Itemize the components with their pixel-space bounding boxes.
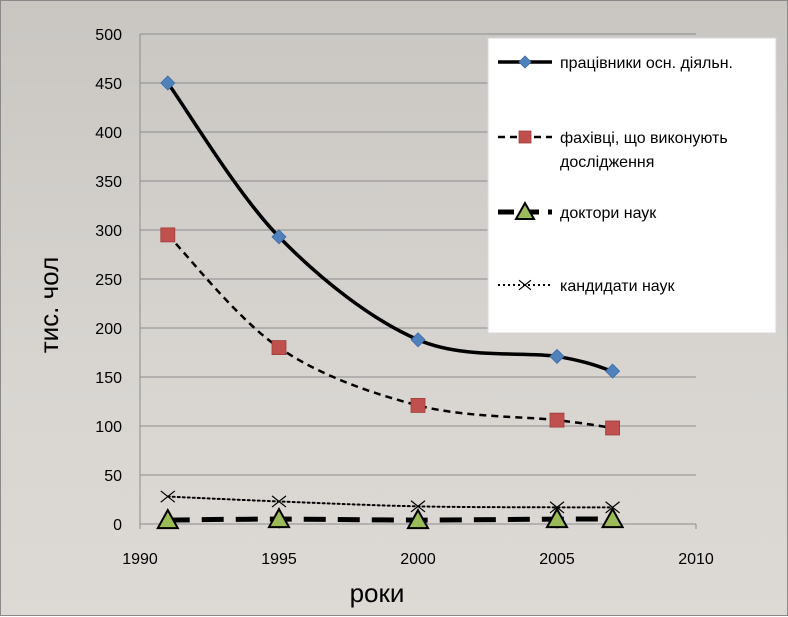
data-point-0-3 bbox=[549, 348, 565, 364]
data-point-1-2 bbox=[410, 398, 426, 413]
data-point-3-2 bbox=[410, 500, 426, 513]
x-tick-label-4: 2010 bbox=[678, 551, 714, 568]
x-tick-label-1: 1995 bbox=[261, 551, 297, 568]
data-point-0-0 bbox=[160, 75, 176, 91]
x-tick-label-0: 1990 bbox=[122, 551, 158, 568]
data-point-2-2 bbox=[406, 508, 430, 530]
series-line-3 bbox=[166, 495, 614, 509]
y-tick-label-7: 350 bbox=[95, 174, 122, 191]
y-tick-label-1: 50 bbox=[104, 468, 122, 485]
y-tick-label-4: 200 bbox=[95, 321, 122, 338]
data-point-0-2 bbox=[410, 332, 426, 348]
x-axis-title: роки bbox=[350, 578, 405, 608]
data-point-3-0 bbox=[160, 490, 176, 503]
data-point-1-4 bbox=[605, 420, 620, 436]
legend-label-1: фахівці, що виконують дослідження bbox=[560, 130, 728, 171]
data-point-0-4 bbox=[605, 363, 621, 379]
legend-marker-0 bbox=[518, 55, 532, 69]
y-tick-label-2: 100 bbox=[95, 419, 122, 436]
y-tick-label-8: 400 bbox=[95, 125, 122, 142]
series-line-2 bbox=[167, 516, 613, 523]
data-point-3-1 bbox=[271, 495, 287, 508]
legend-marker-3 bbox=[518, 279, 532, 291]
data-point-1-3 bbox=[549, 412, 565, 428]
series-group bbox=[156, 75, 625, 530]
data-point-2-4 bbox=[600, 507, 625, 529]
x-tick-label-2: 2000 bbox=[400, 551, 436, 568]
y-tick-label-9: 450 bbox=[95, 76, 122, 93]
legend-label-2: доктори наук bbox=[560, 205, 657, 222]
data-point-0-1 bbox=[271, 229, 287, 245]
axes: 0 50 100 150 200 250 300 350 400 450 500 1990 1995 20… bbox=[95, 27, 714, 568]
legend: працівники осн. діяльн. фахівці, що викон… bbox=[487, 37, 777, 334]
legend-marker-1 bbox=[518, 130, 532, 144]
y-tick-label-3: 150 bbox=[95, 370, 122, 387]
legend-marker-2 bbox=[514, 200, 536, 220]
data-point-2-3 bbox=[545, 507, 569, 529]
y-tick-label-5: 250 bbox=[95, 272, 122, 289]
data-point-2-1 bbox=[267, 507, 291, 529]
data-point-1-1 bbox=[271, 340, 287, 356]
legend-label-0: працівники осн. діяльн. bbox=[560, 55, 733, 72]
data-point-3-4 bbox=[605, 501, 620, 514]
y-axis-title: тис. чол bbox=[34, 257, 64, 353]
y-tick-label-10: 500 bbox=[95, 27, 122, 44]
legend-label-3: кандидати наук bbox=[560, 278, 676, 295]
data-point-3-3 bbox=[549, 501, 565, 514]
y-tick-label-0: 0 bbox=[113, 517, 122, 534]
legend-box bbox=[487, 37, 777, 334]
y-tick-label-6: 300 bbox=[95, 223, 122, 240]
data-point-2-0 bbox=[156, 508, 180, 530]
x-tick-label-3: 2005 bbox=[539, 551, 575, 568]
data-point-1-0 bbox=[160, 227, 176, 243]
